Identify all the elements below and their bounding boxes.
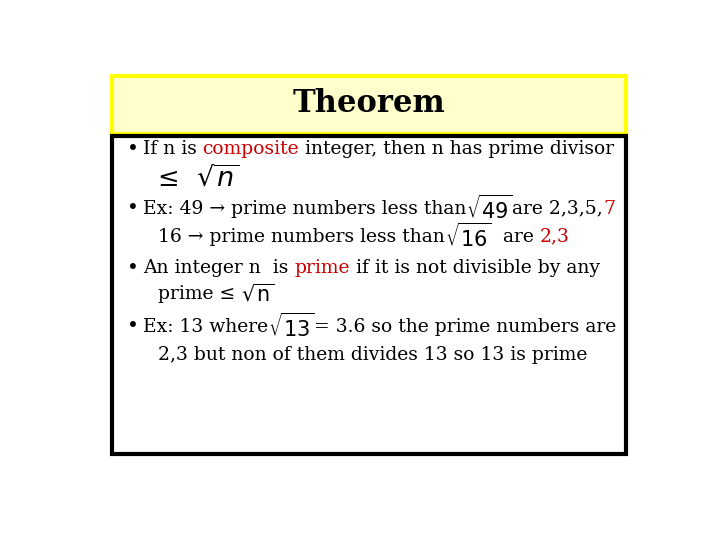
- Text: •: •: [127, 259, 139, 278]
- Text: $\sqrt{\rm 16}$: $\sqrt{\rm 16}$: [445, 222, 491, 251]
- Text: 16 → prime numbers less than: 16 → prime numbers less than: [158, 227, 445, 246]
- Text: composite: composite: [202, 140, 300, 159]
- Text: $\sqrt{\it n}$: $\sqrt{\it n}$: [196, 165, 239, 192]
- Text: •: •: [127, 199, 139, 218]
- FancyBboxPatch shape: [112, 136, 626, 454]
- Text: Ex: 49 → prime numbers less than: Ex: 49 → prime numbers less than: [143, 200, 466, 218]
- Text: $\sqrt{\rm 13}$: $\sqrt{\rm 13}$: [268, 313, 314, 341]
- Text: prime: prime: [294, 259, 350, 277]
- Text: •: •: [127, 317, 139, 336]
- Text: Ex: 13 where: Ex: 13 where: [143, 318, 268, 335]
- Text: are 2,3,5,: are 2,3,5,: [512, 200, 603, 218]
- Text: An integer n  is: An integer n is: [143, 259, 294, 277]
- Text: Theorem: Theorem: [292, 88, 446, 119]
- Text: if it is not divisible by any: if it is not divisible by any: [350, 259, 600, 277]
- Text: prime ≤: prime ≤: [158, 285, 241, 303]
- Text: 2,3 but non of them divides 13 so 13 is prime: 2,3 but non of them divides 13 so 13 is …: [158, 346, 588, 364]
- Text: $\sqrt{\rm 49}$: $\sqrt{\rm 49}$: [466, 194, 512, 223]
- Text: are: are: [491, 227, 540, 246]
- Text: If n is: If n is: [143, 140, 202, 159]
- Text: •: •: [127, 140, 139, 159]
- Text: $\sqrt{\rm n}$: $\sqrt{\rm n}$: [241, 283, 275, 305]
- FancyBboxPatch shape: [112, 76, 626, 134]
- Text: integer, then n has prime divisor: integer, then n has prime divisor: [300, 140, 614, 159]
- Text: 7: 7: [603, 200, 615, 218]
- Text: = 3.6 so the prime numbers are: = 3.6 so the prime numbers are: [314, 318, 616, 335]
- Text: ≤: ≤: [158, 166, 196, 191]
- Text: 2,3: 2,3: [540, 227, 570, 246]
